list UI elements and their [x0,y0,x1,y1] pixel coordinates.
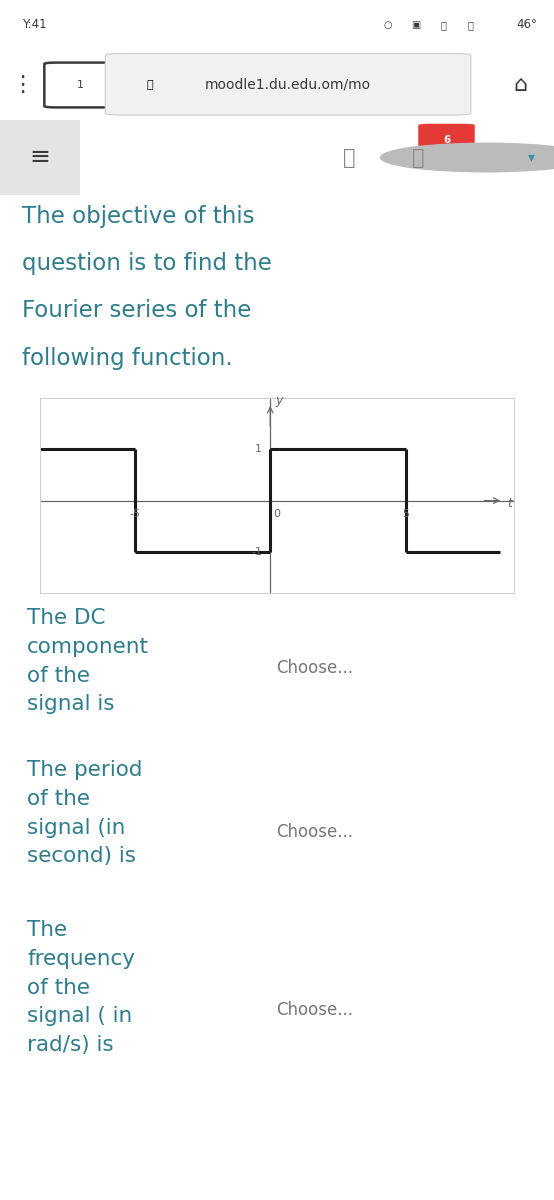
Text: Choose...: Choose... [276,1001,353,1019]
Text: Fourier series of the: Fourier series of the [22,299,252,323]
Text: -5: -5 [129,509,140,518]
Text: The period
of the
signal (in
second) is: The period of the signal (in second) is [27,760,142,866]
Text: ○: ○ [383,20,392,30]
Text: 6: 6 [443,136,450,145]
Text: The DC
component
of the
signal is: The DC component of the signal is [27,608,149,714]
Text: 🔔: 🔔 [343,148,355,168]
Text: 1: 1 [255,444,262,455]
Text: 💬: 💬 [412,148,424,168]
Text: ▣: ▣ [411,20,420,30]
Text: 0: 0 [274,509,280,518]
Text: Choose...: Choose... [276,823,353,841]
Text: ≡: ≡ [29,145,50,169]
Text: 📶: 📶 [468,20,474,30]
Text: moodle1.du.edu.om/mo: moodle1.du.edu.om/mo [205,78,371,92]
Text: 46°: 46° [516,18,537,31]
Text: question is to find the: question is to find the [22,252,272,275]
Text: ⋮: ⋮ [11,74,33,95]
FancyBboxPatch shape [418,124,475,155]
Text: ▾: ▾ [529,150,535,164]
Text: 5: 5 [402,509,409,518]
Text: following function.: following function. [22,347,233,370]
FancyBboxPatch shape [105,54,471,115]
Text: Y:41: Y:41 [22,18,47,31]
Text: The
frequency
of the
signal ( in
rad/s) is: The frequency of the signal ( in rad/s) … [27,920,135,1055]
Text: 🔒: 🔒 [146,80,153,90]
Text: ⌂: ⌂ [514,74,528,95]
Text: y: y [275,394,283,407]
Text: 1: 1 [77,80,84,90]
Text: The objective of this: The objective of this [22,205,254,228]
Circle shape [381,143,554,172]
FancyBboxPatch shape [0,120,80,194]
Text: -1: -1 [251,547,262,557]
Text: t: t [507,497,512,510]
Text: Choose...: Choose... [276,659,353,677]
Text: ⓑ: ⓑ [440,20,446,30]
